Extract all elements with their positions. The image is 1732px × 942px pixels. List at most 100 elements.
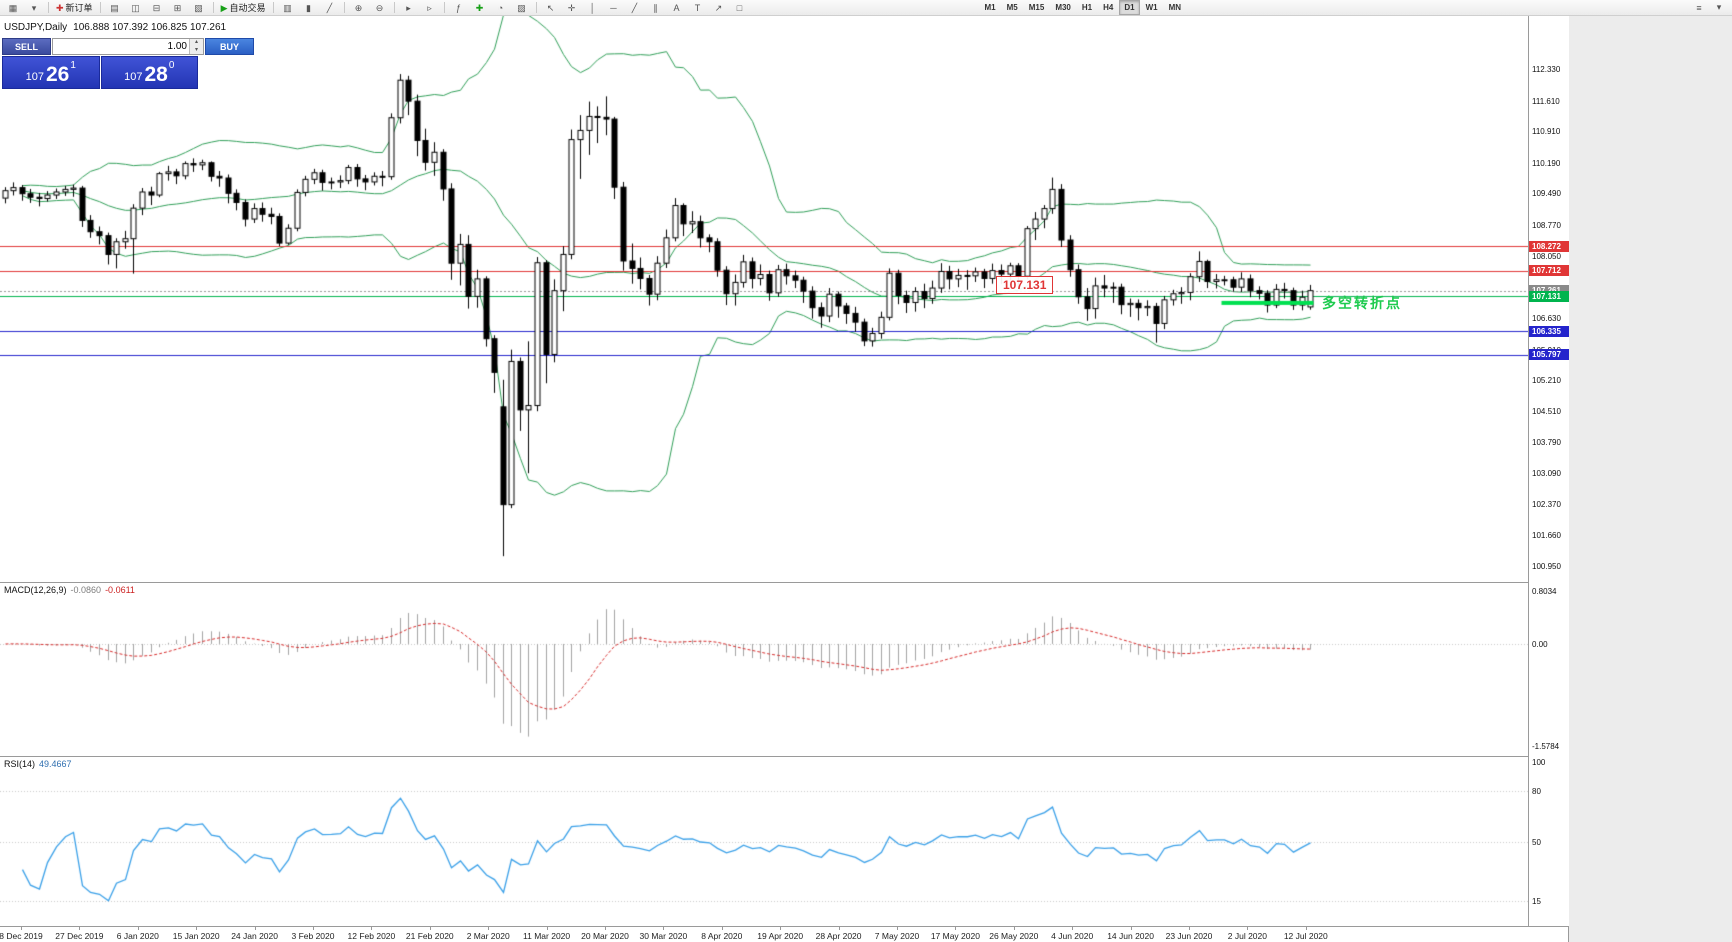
date-tick [1131,927,1132,930]
timeframe-h1-button[interactable]: H1 [1081,3,1093,12]
templates-icon[interactable]: ▨ [512,0,532,16]
shapes-icon[interactable]: □ [730,0,750,16]
price-axis-label: 110.190 [1532,158,1561,168]
cursor-icon[interactable]: ↖ [541,0,561,16]
timeframe-w1-button[interactable]: W1 [1145,3,1158,12]
buy-button[interactable]: BUY [205,38,254,55]
indicators-list-icon[interactable]: ƒ [449,0,469,16]
macd-indicator-label[interactable]: MACD(12,26,9) -0.0860 -0.0611 [4,585,139,595]
timeframe-h4-button[interactable]: H4 [1103,3,1114,12]
autotrading-button-label: 自动交易 [229,3,266,13]
date-axis-label: 21 Feb 2020 [405,931,454,941]
market-watch-icon: ▤ [110,2,119,13]
date-tick [897,927,898,930]
toolbar-menu-icon[interactable]: ≡ [1696,2,1702,13]
price-tag-107.261: 107.261 [1529,285,1569,296]
crosshair-icon[interactable]: ✛ [562,0,582,16]
rsi-panel-canvas[interactable] [0,757,1528,926]
date-tick [780,927,781,930]
market-watch-icon[interactable]: ▤ [105,0,125,16]
date-axis-label: 24 Jan 2020 [231,931,278,941]
sell-button[interactable]: SELL [2,38,51,55]
strategy-tester-icon[interactable]: ▧ [189,0,209,16]
volume-input[interactable] [53,39,189,54]
volume-box: ▴ ▾ [52,38,204,55]
text-icon[interactable]: A [667,0,687,16]
vertical-line-icon[interactable]: │ [583,0,603,16]
timeframe-m5-button[interactable]: M5 [1006,3,1018,12]
bar-chart-icon[interactable]: ▥ [278,0,298,16]
date-axis-label: 30 Mar 2020 [639,931,688,941]
date-tick [79,927,80,930]
toolbar-separator [343,2,345,13]
add-indicator-icon[interactable]: ✚ [470,0,490,16]
chart-profiles-icon[interactable]: ▾ [24,0,44,16]
date-axis-label: 15 Jan 2020 [172,931,220,941]
date-tick [1247,927,1248,930]
price-axis-label: 108.050 [1532,252,1561,262]
panel-separator[interactable] [0,756,1568,757]
price-tag-107.712: 107.712 [1529,265,1569,276]
date-tick [1072,927,1073,930]
volume-increase-icon[interactable]: ▴ [190,39,203,47]
price-axis-label: 106.630 [1532,314,1561,324]
date-axis-label: 20 Mar 2020 [581,931,629,941]
toolbar: ▦ ▾ ✚ 新订单 ▤ ◫ ⊟ ⊞ ▧ ▶ 自动交易 ▥ ▮ ╱ ⊕ ⊖ ▸ ▹ ƒ ✚ ◔ ▨ ↖ ✛ │ ─ ╱ ∥ A T ↗ □ M1… [0,0,1732,16]
templates-icon: ▨ [517,2,526,13]
main-chart-canvas[interactable] [0,16,1528,582]
zoom-in-icon[interactable]: ⊕ [349,0,369,16]
buy-price-button[interactable]: 107 28 0 [100,56,198,89]
candlestick-chart-icon[interactable]: ▮ [299,0,319,16]
terminal-icon: ⊞ [173,2,182,13]
date-axis-label: 7 May 2020 [874,931,920,941]
line-chart-icon[interactable]: ╱ [320,0,340,16]
date-axis-label: 23 Jun 2020 [1165,931,1213,941]
volume-decrease-icon[interactable]: ▾ [190,46,203,54]
terminal-icon[interactable]: ⊞ [168,0,188,16]
date-axis-label: 3 Feb 2020 [291,931,335,941]
sell-price-button[interactable]: 107 26 1 [2,56,100,89]
macd-main-value: -0.0860 [70,585,102,595]
toolbar-separator [48,2,49,13]
toolbar-separator [99,2,101,13]
timeframe-d1-button[interactable]: D1 [1119,0,1140,15]
timeframe-m30-button[interactable]: M30 [1055,3,1071,12]
price-axis[interactable]: 112.330 111.610 110.910 110.190 109.490 108.7… [1528,16,1569,926]
horizontal-line-icon[interactable]: ─ [604,0,624,16]
text-label-icon[interactable]: T [688,0,708,16]
date-axis[interactable]: 8 Dec 2019 27 Dec 2019 6 Jan 2020 15 Jan 20… [0,926,1568,942]
horizontal-line-icon: ─ [610,2,617,13]
price-annotation-box[interactable]: 107.131 [996,276,1054,294]
channel-icon[interactable]: ∥ [646,0,666,16]
rsi-indicator-label[interactable]: RSI(14) 49.4667 [4,759,76,769]
trendline-icon: ╱ [631,2,638,13]
chart-shift-icon[interactable]: ▹ [420,0,440,16]
panel-separator[interactable] [0,582,1568,583]
data-window-icon[interactable]: ◫ [126,0,146,16]
periods-menu-icon: ◔ [497,2,504,13]
auto-scroll-icon: ▸ [406,2,411,13]
bid-pip: 1 [70,60,76,71]
arrow-tools-icon[interactable]: ↗ [709,0,729,16]
autotrading-button: ▶ [220,2,228,13]
trendline-icon[interactable]: ╱ [625,0,645,16]
rsi-axis-label: 50 [1532,837,1541,847]
autotrading-button[interactable]: ▶ 自动交易 [218,0,269,16]
periods-menu-icon[interactable]: ◔ [491,0,511,16]
date-tick [138,927,139,930]
timeframe-mn-button[interactable]: MN [1168,3,1182,12]
turning-point-label[interactable]: 多空转折点 [1322,295,1402,311]
new-chart-icon[interactable]: ▦ [3,0,23,16]
timeframe-m1-button[interactable]: M1 [984,3,996,12]
ask-digits: 28 [144,63,168,86]
navigator-icon[interactable]: ⊟ [147,0,167,16]
timeframe-m15-button[interactable]: M15 [1028,3,1045,12]
new-order-button[interactable]: ✚ 新订单 [53,0,96,16]
zoom-out-icon[interactable]: ⊖ [370,0,390,16]
macd-panel-canvas[interactable] [0,583,1528,756]
date-axis-label: 19 Apr 2020 [757,931,804,941]
macd-signal-value: -0.0611 [105,585,135,595]
date-axis-label: 26 May 2020 [989,931,1039,941]
auto-scroll-icon[interactable]: ▸ [399,0,419,16]
toolbar-collapse-icon[interactable]: ▾ [1716,2,1722,12]
